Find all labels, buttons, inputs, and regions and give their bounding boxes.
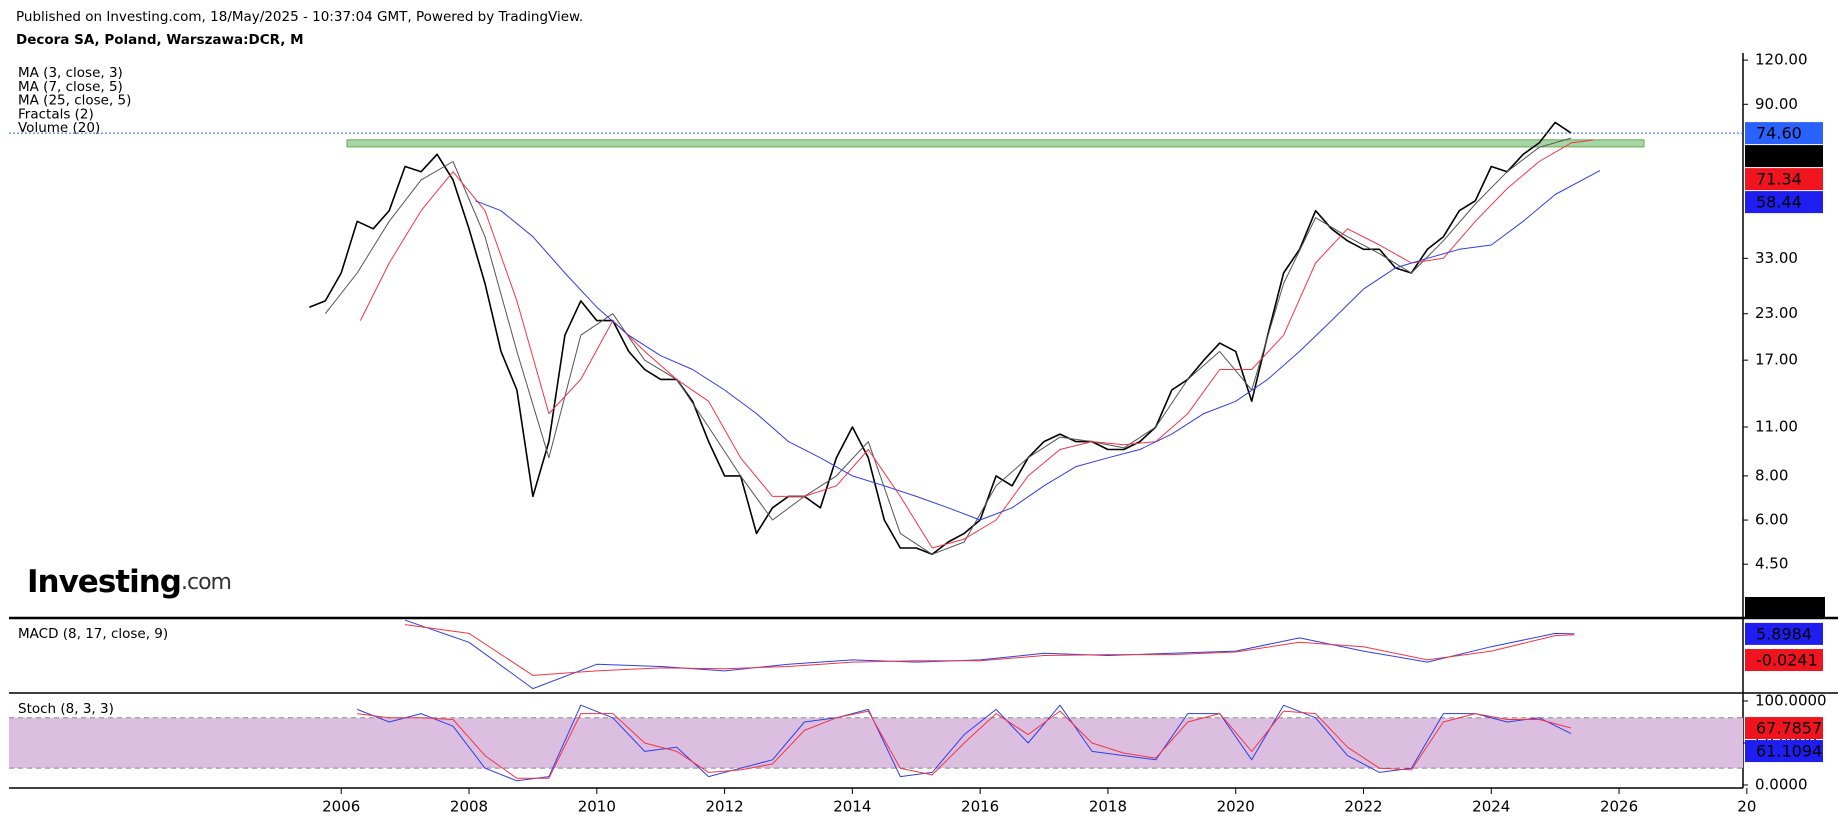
x-tick-label: 2006 [322,798,360,816]
x-tick-label: 2022 [1344,798,1382,816]
last-value-label: 72.20 [1756,147,1802,166]
x-tick-label: 2016 [961,798,999,816]
y-tick-label: 23.00 [1755,304,1798,322]
last-value-label: 74.60 [1756,124,1802,143]
last-value-box [1745,740,1823,763]
last-value-label: 67.7857 [1756,719,1822,738]
x-tick-label: 2014 [833,798,871,816]
series-line [475,170,1601,521]
panel-title: Stoch (8, 3, 3) [18,701,114,717]
x-tick-label: 2008 [450,798,488,816]
series-line [404,619,1575,690]
y-tick-label: 120.00 [1755,51,1808,69]
x-tick-label: 20 [1737,798,1756,816]
last-value-box [1745,649,1823,672]
published-note: Published on Investing.com, 18/May/2025 … [16,9,583,25]
last-value-box [1745,145,1823,168]
last-value-box [1745,168,1823,191]
volume-box [1745,597,1825,617]
series-line [359,139,1594,549]
logo-suffix: .com [181,570,231,595]
series-line [405,624,1575,676]
legend-entry: MA (3, close, 3) [18,65,123,81]
series-line [357,710,1572,779]
last-value-label: 61.1094 [1756,742,1822,761]
x-tick-label: 2010 [578,798,616,816]
last-value-box [1745,717,1823,740]
volume-label: 45.014K [1753,599,1816,617]
y-tick-label: 11.00 [1755,417,1798,435]
panel-title: MACD (8, 17, close, 9) [18,626,168,642]
x-tick-label: 2026 [1600,798,1638,816]
y-tick-label: 100.0000 [1755,691,1827,709]
y-tick-label: 0.0000 [1755,775,1808,793]
y-tick-label: 4.50 [1755,555,1788,573]
y-tick-label: 6.00 [1755,511,1788,529]
x-tick-label: 2020 [1217,798,1255,816]
x-tick-label: 2018 [1089,798,1127,816]
y-tick-label: 8.00 [1755,466,1788,484]
last-value-label: -0.0241 [1756,651,1818,670]
x-tick-label: 2012 [705,798,743,816]
series-line [309,121,1572,556]
legend-entry: Volume (20) [18,120,100,136]
series-line [357,704,1572,782]
last-value-label: 71.34 [1756,170,1802,189]
y-tick-label: 33.00 [1755,249,1798,267]
last-value-box [1745,122,1823,145]
series-line [324,137,1572,555]
last-value-box [1745,191,1823,214]
last-value-box [1745,622,1823,645]
x-tick-label: 2024 [1472,798,1510,816]
symbol-title: Decora SA, Poland, Warszawa:DCR, M [16,32,304,48]
legend-entry: MA (7, close, 5) [18,79,123,95]
logo-brand-text: Investing [27,564,181,600]
last-value-label: 58.44 [1756,193,1802,212]
last-value-label: 5.8984 [1756,624,1812,643]
legend-entry: MA (25, close, 5) [18,93,131,109]
y-tick-label: 17.00 [1755,351,1798,369]
support-zone [346,139,1645,148]
y-tick-label: 90.00 [1755,95,1798,113]
legend-entry: Fractals (2) [18,106,94,122]
logo-brand: Investing.com [27,564,231,600]
